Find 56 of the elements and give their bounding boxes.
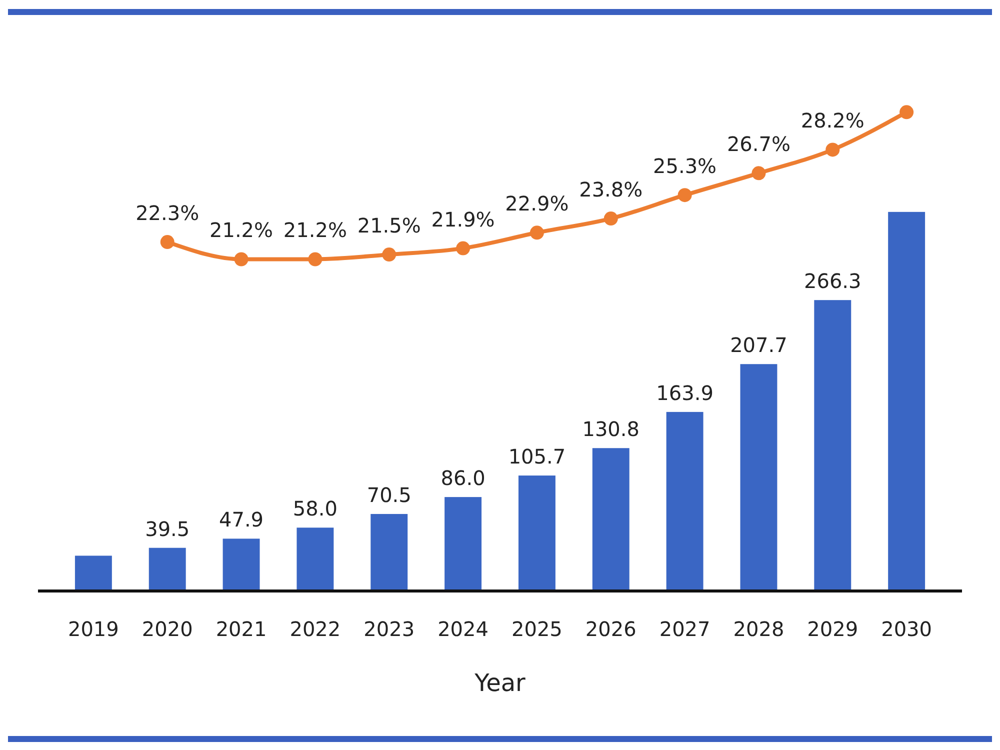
data-label: 21.2% — [283, 218, 347, 242]
data-label: 163.9 — [656, 380, 714, 405]
data-label: 58.0 — [292, 496, 338, 521]
point — [234, 252, 248, 266]
data-label: 21.5% — [357, 214, 421, 238]
bar — [370, 514, 408, 591]
data-label: 25.3% — [653, 154, 717, 178]
point — [900, 105, 914, 120]
point — [604, 212, 618, 226]
bar — [444, 497, 482, 591]
data-label: 47.9 — [219, 508, 264, 532]
bar — [74, 556, 112, 591]
data-label: 86.0 — [440, 466, 486, 490]
bar — [888, 212, 926, 591]
bar — [592, 448, 630, 591]
point — [530, 226, 544, 240]
data-label: 21.2% — [210, 218, 274, 242]
point — [826, 142, 840, 157]
x-tick-label: 2026 — [585, 617, 636, 641]
x-tick-label: 2029 — [807, 617, 858, 641]
data-label: 70.5 — [366, 482, 412, 507]
x-tick-label: 2025 — [512, 617, 562, 641]
point — [456, 241, 470, 256]
data-label: 266.3 — [804, 269, 862, 294]
bar — [666, 412, 704, 591]
data-label: 22.3% — [136, 201, 200, 226]
data-label: 130.8 — [582, 417, 640, 442]
data-label: 207.7 — [730, 333, 788, 358]
x-tick-label: 2022 — [290, 617, 341, 641]
x-tick-label: 2020 — [142, 617, 193, 641]
data-label: 21.9% — [431, 207, 495, 232]
point — [382, 248, 396, 262]
data-label: 105.7 — [508, 444, 566, 469]
data-label: 22.9% — [505, 192, 569, 216]
bar — [518, 476, 556, 591]
point — [308, 252, 322, 266]
bar — [148, 548, 186, 591]
data-label: 39.5 — [145, 516, 190, 541]
x-axis-title: Year — [474, 669, 526, 697]
data-label: 26.7% — [726, 132, 790, 156]
x-tick-label: 2019 — [68, 617, 119, 641]
bar — [296, 528, 334, 591]
x-tick-label: 2027 — [659, 617, 710, 641]
point — [678, 188, 692, 202]
x-tick-label: 2021 — [216, 617, 267, 641]
x-tick-label: 2024 — [438, 617, 488, 641]
bar — [740, 364, 778, 591]
data-label: 28.2% — [800, 108, 864, 133]
x-tick-label: 2028 — [733, 617, 784, 641]
point — [752, 166, 766, 180]
point — [160, 235, 174, 250]
bar — [814, 300, 852, 591]
x-tick-label: 2023 — [364, 617, 415, 641]
bar — [222, 538, 260, 591]
data-label: 23.8% — [579, 178, 643, 202]
x-tick-label: 2030 — [881, 617, 932, 641]
